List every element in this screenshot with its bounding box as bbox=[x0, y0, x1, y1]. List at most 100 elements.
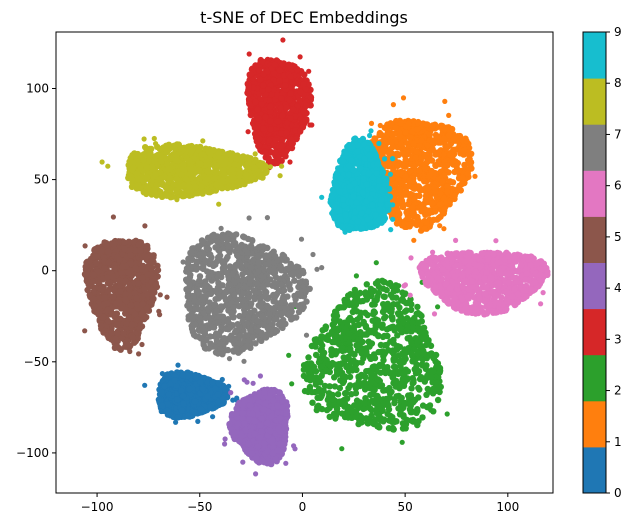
point bbox=[397, 141, 405, 148]
point bbox=[165, 408, 172, 416]
point bbox=[351, 322, 358, 329]
point bbox=[413, 126, 421, 133]
point bbox=[430, 216, 437, 223]
point bbox=[320, 349, 328, 356]
point bbox=[472, 173, 478, 179]
point bbox=[328, 346, 335, 353]
point bbox=[419, 414, 426, 421]
point bbox=[272, 149, 279, 156]
point bbox=[416, 386, 423, 393]
point bbox=[355, 378, 362, 386]
point bbox=[397, 180, 405, 187]
point bbox=[292, 446, 298, 452]
point bbox=[289, 381, 295, 387]
point bbox=[226, 383, 232, 389]
point bbox=[354, 330, 362, 337]
point bbox=[390, 301, 397, 308]
point bbox=[429, 122, 436, 129]
cluster-0 bbox=[142, 362, 240, 425]
point bbox=[159, 371, 165, 377]
point bbox=[398, 297, 405, 304]
point bbox=[440, 195, 448, 202]
point bbox=[354, 291, 362, 298]
point bbox=[362, 349, 370, 356]
point bbox=[230, 397, 236, 403]
point bbox=[407, 167, 414, 175]
point bbox=[460, 147, 468, 154]
point bbox=[393, 201, 401, 208]
point bbox=[439, 177, 446, 185]
point bbox=[440, 135, 447, 142]
point bbox=[403, 307, 410, 314]
point bbox=[351, 402, 358, 409]
point bbox=[455, 167, 462, 175]
point bbox=[441, 205, 448, 213]
point bbox=[402, 173, 409, 180]
point bbox=[313, 406, 320, 414]
point bbox=[399, 420, 407, 427]
point bbox=[415, 368, 423, 375]
point bbox=[422, 192, 430, 200]
point bbox=[268, 412, 275, 420]
point bbox=[375, 362, 382, 370]
scatter-points bbox=[81, 37, 551, 477]
point bbox=[279, 112, 286, 119]
point bbox=[390, 340, 397, 347]
point bbox=[257, 434, 264, 441]
point bbox=[306, 374, 313, 381]
point bbox=[337, 361, 345, 368]
point bbox=[406, 334, 413, 341]
point bbox=[421, 151, 428, 159]
point bbox=[437, 223, 443, 229]
point bbox=[428, 373, 435, 380]
point bbox=[142, 382, 148, 388]
point bbox=[292, 79, 299, 87]
point bbox=[368, 120, 375, 126]
point bbox=[359, 297, 367, 305]
point bbox=[446, 112, 452, 118]
point bbox=[333, 371, 341, 378]
point bbox=[274, 402, 281, 410]
point bbox=[421, 178, 428, 185]
point bbox=[261, 400, 269, 408]
point bbox=[236, 437, 244, 444]
point bbox=[231, 429, 238, 437]
point bbox=[345, 292, 352, 299]
point bbox=[253, 405, 260, 413]
point bbox=[241, 420, 248, 427]
point bbox=[253, 471, 259, 477]
point bbox=[363, 281, 370, 288]
point bbox=[300, 372, 308, 380]
point bbox=[199, 385, 206, 393]
point bbox=[381, 332, 388, 340]
point bbox=[411, 237, 417, 243]
point bbox=[428, 138, 436, 145]
point bbox=[262, 149, 269, 156]
point bbox=[260, 440, 268, 447]
point bbox=[287, 73, 294, 80]
point bbox=[303, 102, 310, 109]
point bbox=[406, 134, 414, 141]
point bbox=[416, 192, 423, 200]
point bbox=[191, 398, 199, 405]
point bbox=[164, 401, 171, 408]
point bbox=[403, 184, 410, 191]
point bbox=[337, 334, 344, 341]
point bbox=[362, 382, 369, 389]
point bbox=[252, 62, 259, 69]
point bbox=[394, 169, 401, 176]
point bbox=[269, 397, 277, 405]
point bbox=[456, 182, 463, 190]
point bbox=[344, 355, 351, 362]
point bbox=[347, 345, 354, 353]
point bbox=[380, 357, 387, 364]
point bbox=[392, 180, 399, 188]
point bbox=[276, 67, 284, 74]
point bbox=[423, 159, 430, 166]
point bbox=[305, 354, 312, 361]
point bbox=[411, 185, 418, 192]
point bbox=[447, 151, 454, 158]
point bbox=[377, 150, 384, 157]
point bbox=[357, 338, 365, 345]
point bbox=[383, 125, 390, 132]
